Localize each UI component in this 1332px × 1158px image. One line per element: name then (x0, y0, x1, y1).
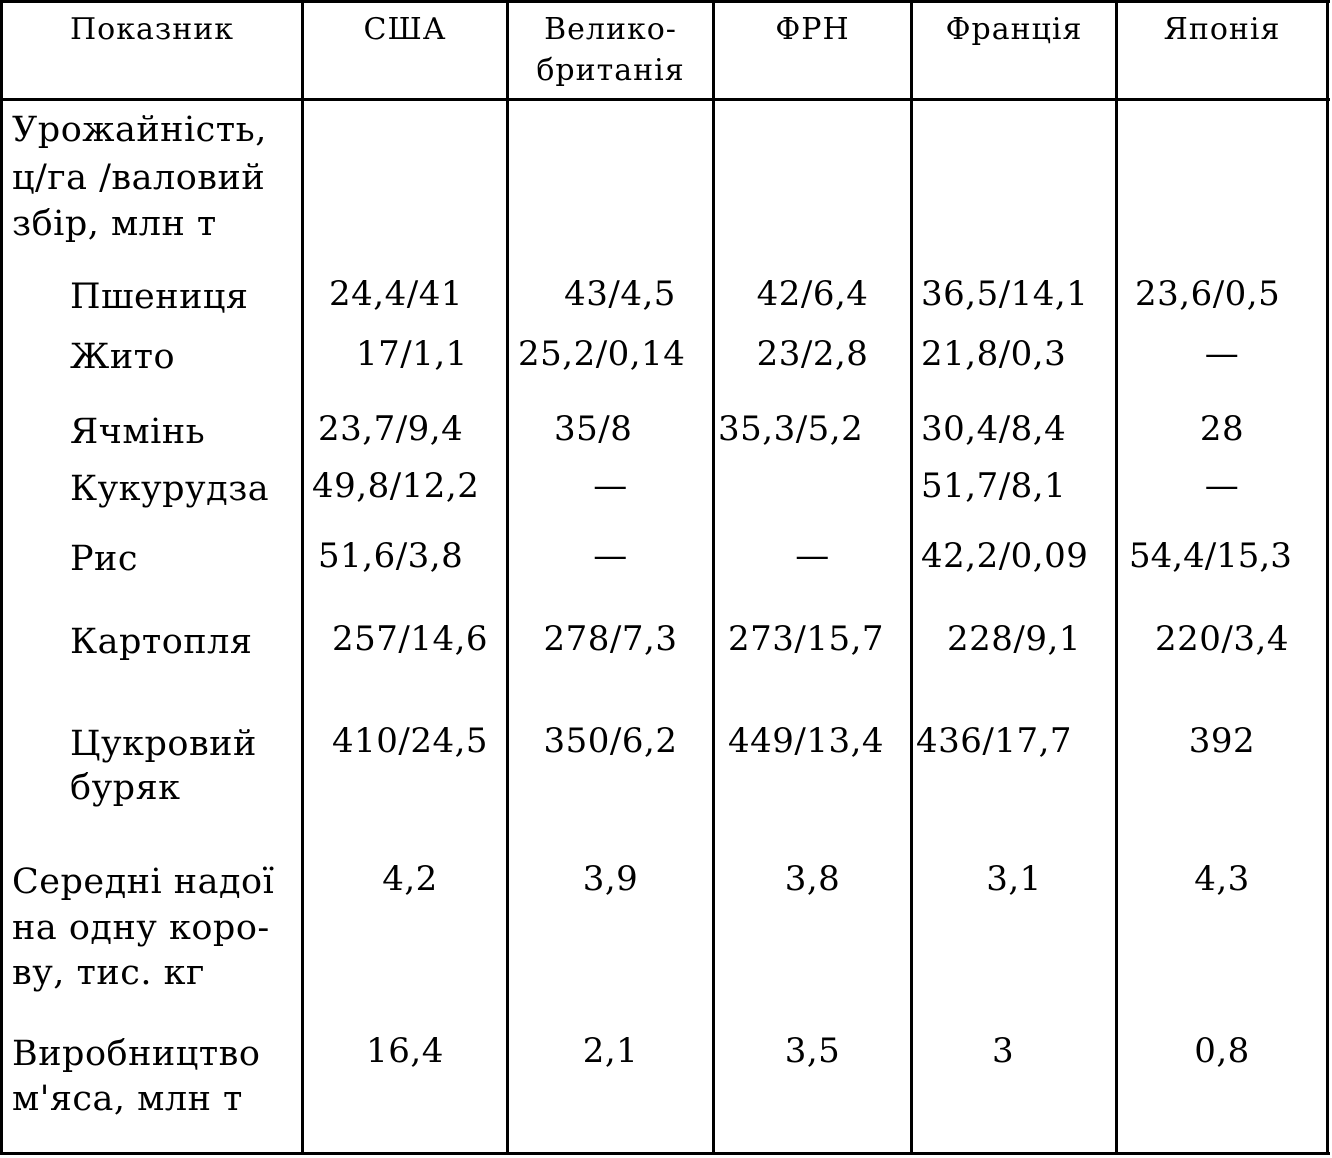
table-cell: — (1204, 334, 1240, 374)
table-cell: 2,1 (582, 1031, 639, 1071)
header-bottom-border (0, 98, 1330, 101)
group-label-line: збір, млн т (12, 204, 217, 244)
table-cell: 35/8 (554, 409, 633, 449)
table-cell: 3,5 (784, 1031, 841, 1071)
table-cell: 23/2,8 (756, 334, 869, 374)
table-cell: 51,6/3,8 (318, 536, 464, 576)
table-cell: 16,4 (366, 1031, 444, 1071)
crop-label: Кукурудза (70, 469, 270, 509)
group-label-line: ц/га /валовий (12, 158, 266, 198)
table-cell: 3,8 (784, 859, 841, 899)
header-japan: Японія (1163, 12, 1281, 47)
table-cell: 51,7/8,1 (921, 466, 1067, 506)
table-cell: 36,5/14,1 (921, 274, 1089, 314)
table-cell: — (795, 536, 830, 576)
column-divider (910, 0, 913, 1155)
table-cell: 43/4,5 (564, 274, 676, 314)
milk-label-line: Середні надої (12, 862, 275, 902)
table-cell: 257/14,6 (331, 619, 489, 659)
table-cell: 35,3/5,2 (718, 409, 864, 449)
table-cell: 4,3 (1194, 859, 1250, 899)
table-top-border (0, 0, 1330, 3)
table-cell: 410/24,5 (331, 721, 489, 761)
table-cell: 28 (1199, 409, 1245, 449)
table-cell: 3,9 (582, 859, 639, 899)
column-divider (301, 0, 304, 1155)
meat-label-line: м'яса, млн т (12, 1079, 243, 1119)
column-divider (506, 0, 509, 1155)
table-cell: 3,1 (986, 859, 1042, 899)
group-label-line: Урожайність, (12, 110, 267, 150)
header-frg: ФРН (775, 12, 850, 47)
table-cell: 0,8 (1194, 1031, 1250, 1071)
table-left-border (0, 0, 3, 1155)
crop-label: Ячмінь (70, 412, 206, 452)
table-cell: — (1204, 466, 1240, 506)
header-uk-line1: Велико- (544, 12, 677, 47)
table-cell: — (593, 536, 628, 576)
table-cell: 30,4/8,4 (921, 409, 1067, 449)
header-france: Франція (945, 12, 1083, 47)
table-cell: 220/3,4 (1155, 619, 1289, 659)
table-cell: 392 (1188, 721, 1256, 761)
table-cell: 23,6/0,5 (1135, 274, 1281, 314)
meat-label-line: Виробництво (12, 1034, 261, 1074)
table-cell: 436/17,7 (916, 721, 1073, 761)
table-cell: 49,8/12,2 (312, 466, 480, 506)
crop-label: Пшениця (70, 277, 249, 317)
table-cell: 273/15,7 (728, 619, 885, 659)
column-divider (1115, 0, 1118, 1155)
table-right-border (1326, 0, 1329, 1155)
table-cell: 42/6,4 (756, 274, 869, 314)
crop-label: Рис (70, 539, 138, 579)
table-cell: 23,7/9,4 (318, 409, 464, 449)
milk-label-line: на одну коро- (12, 908, 270, 948)
crop-label: Цукровий (70, 724, 257, 764)
column-divider (712, 0, 715, 1155)
header-uk-line2: британія (536, 53, 685, 88)
crop-label: Картопля (70, 622, 253, 662)
milk-label-line: ву, тис. кг (12, 953, 205, 993)
table-cell: 350/6,2 (543, 721, 678, 761)
table-cell: 278/7,3 (543, 619, 678, 659)
table-cell: 3 (992, 1031, 1015, 1071)
table-cell: 42,2/0,09 (921, 536, 1089, 576)
header-usa: США (363, 12, 447, 47)
table-cell: 54,4/15,3 (1129, 536, 1292, 576)
table-cell: 228/9,1 (947, 619, 1081, 659)
header-indicator: Показник (70, 12, 234, 47)
table-cell: 17/1,1 (356, 334, 468, 374)
crop-label: буряк (70, 768, 181, 808)
crop-label: Жито (70, 337, 176, 377)
table-cell: 4,2 (382, 859, 438, 899)
table-cell: 449/13,4 (728, 721, 885, 761)
table-cell: 24,4/41 (329, 274, 463, 314)
table-bottom-border (0, 1152, 1330, 1155)
table-cell: 21,8/0,3 (921, 334, 1067, 374)
table-cell: 25,2/0,14 (518, 334, 686, 374)
table-cell: — (593, 466, 628, 506)
